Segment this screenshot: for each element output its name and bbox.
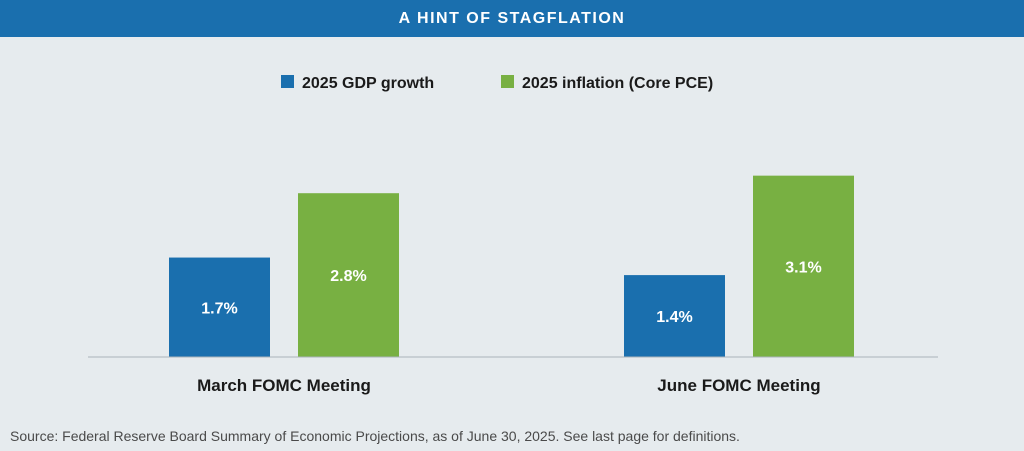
category-label-june: June FOMC Meeting xyxy=(657,376,820,395)
data-label-gdp-march: 1.7% xyxy=(201,300,237,317)
legend: 2025 GDP growth 2025 inflation (Core PCE… xyxy=(281,75,713,92)
legend-label-inflation: 2025 inflation (Core PCE) xyxy=(522,75,713,92)
bar-inflation-june xyxy=(753,175,854,357)
bars-group: 1.7% 2.8% 1.4% 3.1% xyxy=(169,175,854,357)
bar-chart: 2025 GDP growth 2025 inflation (Core PCE… xyxy=(88,75,938,395)
category-label-march: March FOMC Meeting xyxy=(197,376,371,395)
data-label-inflation-march: 2.8% xyxy=(330,268,366,285)
legend-label-gdp: 2025 GDP growth xyxy=(302,75,434,92)
bar-gdp-june xyxy=(624,275,725,357)
legend-swatch-gdp xyxy=(281,75,294,88)
bar-gdp-march xyxy=(169,257,270,357)
source-note: Source: Federal Reserve Board Summary of… xyxy=(10,428,740,444)
chart-title: A HINT OF STAGFLATION xyxy=(398,9,626,27)
chart-area: 2025 GDP growth 2025 inflation (Core PCE… xyxy=(0,37,1024,427)
data-label-gdp-june: 1.4% xyxy=(656,309,692,326)
category-labels: March FOMC Meeting June FOMC Meeting xyxy=(197,376,821,395)
bar-inflation-march xyxy=(298,193,399,357)
legend-swatch-inflation xyxy=(501,75,514,88)
chart-title-banner: A HINT OF STAGFLATION xyxy=(0,0,1024,37)
data-label-inflation-june: 3.1% xyxy=(785,259,821,276)
